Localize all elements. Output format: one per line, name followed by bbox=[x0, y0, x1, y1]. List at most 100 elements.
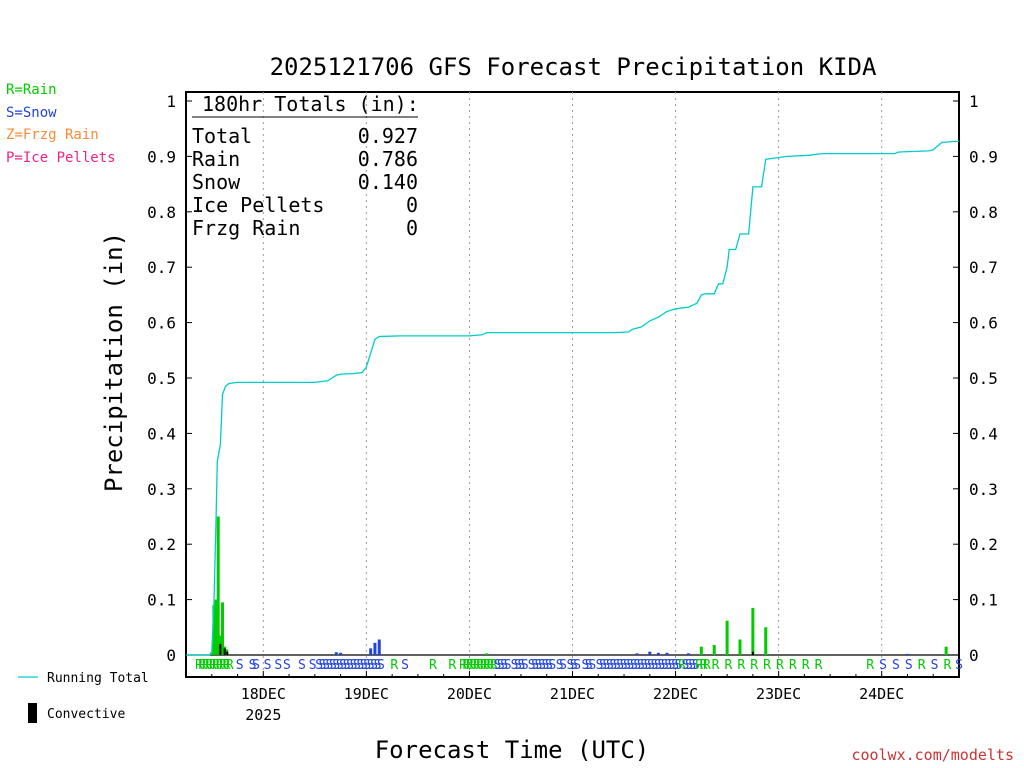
ptype-marker: R bbox=[695, 658, 703, 673]
ptype-marker: S bbox=[252, 658, 260, 673]
ptype-marker: S bbox=[644, 658, 652, 673]
ptype-marker: S bbox=[504, 658, 512, 673]
ptype-marker: S bbox=[620, 658, 628, 673]
ptype-marker: S bbox=[545, 658, 553, 673]
bar-rain bbox=[712, 645, 716, 655]
ptype-marker: R bbox=[789, 658, 797, 673]
bar-rain bbox=[216, 516, 220, 655]
ptype-marker: S bbox=[599, 658, 607, 673]
ptype-marker: S bbox=[664, 658, 672, 673]
bar-convective bbox=[226, 651, 229, 655]
ptype-marker: S bbox=[879, 658, 887, 673]
ptype-marker: S bbox=[326, 658, 334, 673]
y-tick-label-right: 0.1 bbox=[969, 591, 998, 610]
ptype-marker: S bbox=[374, 658, 382, 673]
ptype-marker: R bbox=[487, 658, 495, 673]
totals-label: Frzg Rain bbox=[192, 216, 300, 240]
ptype-marker: S bbox=[613, 658, 621, 673]
ptype-marker: S bbox=[616, 658, 624, 673]
bar-convective bbox=[223, 648, 226, 655]
ptype-marker: R bbox=[205, 658, 213, 673]
chart-title: 2025121706 GFS Forecast Precipitation KI… bbox=[270, 53, 877, 81]
bar-snow bbox=[665, 652, 669, 655]
legend-convective-label: Convective bbox=[47, 707, 125, 722]
ptype-marker: R bbox=[466, 658, 474, 673]
ptype-marker: S bbox=[353, 658, 361, 673]
bar-rain bbox=[699, 646, 703, 655]
x-tick-label: 24DEC bbox=[859, 685, 904, 703]
x-tick-sublabel: 2025 bbox=[245, 706, 281, 724]
ptype-marker: S bbox=[542, 658, 550, 673]
ptype-marker: S bbox=[500, 658, 508, 673]
y-tick-label-left: 0.2 bbox=[147, 535, 176, 554]
totals-value: 0 bbox=[406, 193, 418, 217]
ptype-marker: S bbox=[661, 658, 669, 673]
ptype-marker: R bbox=[483, 658, 491, 673]
ptype-marker: S bbox=[528, 658, 536, 673]
ptype-marker: S bbox=[514, 658, 522, 673]
y-tick-label-right: 0.7 bbox=[969, 258, 998, 277]
ptype-marker: S bbox=[336, 658, 344, 673]
ptype-marker: R bbox=[195, 658, 203, 673]
ptype-marker: S bbox=[511, 658, 519, 673]
bar-rain bbox=[751, 607, 755, 655]
x-tick-label: 18DEC bbox=[241, 685, 286, 703]
ptype-marker: R bbox=[802, 658, 810, 673]
bar-snow bbox=[656, 652, 660, 655]
bar-rain bbox=[738, 639, 742, 655]
ptype-marker: S bbox=[573, 658, 581, 673]
ptype-marker: S bbox=[401, 658, 409, 673]
x-tick-label: 23DEC bbox=[756, 685, 801, 703]
bar-snow bbox=[635, 653, 639, 655]
y-tick-label-left: 0.9 bbox=[147, 147, 176, 166]
y-tick-label-right: 0 bbox=[969, 646, 979, 665]
ptype-marker: S bbox=[588, 658, 596, 673]
ptype-marker: R bbox=[216, 658, 224, 673]
ptype-marker: S bbox=[274, 658, 282, 673]
ptype-marker: R bbox=[763, 658, 771, 673]
ptype-marker: S bbox=[692, 658, 700, 673]
ptype-marker: S bbox=[339, 658, 347, 673]
ptype-marker: S bbox=[603, 658, 611, 673]
ptype-marker: S bbox=[283, 658, 291, 673]
legend-ice-pellets: P=Ice Pellets bbox=[6, 150, 116, 166]
ptype-marker: R bbox=[712, 658, 720, 673]
totals-header: 180hr Totals (in): bbox=[202, 92, 419, 116]
running-total-line bbox=[186, 140, 959, 656]
ptype-marker: R bbox=[463, 658, 471, 673]
y-tick-label-right: 0.6 bbox=[969, 314, 998, 333]
ptype-marker: S bbox=[236, 658, 244, 673]
ptype-marker: S bbox=[640, 658, 648, 673]
y-tick-label-left: 0.5 bbox=[147, 369, 176, 388]
x-tick-label: 19DEC bbox=[344, 685, 389, 703]
bar-snow bbox=[373, 642, 377, 655]
ptype-marker: R bbox=[700, 658, 708, 673]
legend-frzg-rain: Z=Frzg Rain bbox=[6, 127, 99, 143]
ptype-marker: S bbox=[633, 658, 641, 673]
ptype-marker: R bbox=[390, 658, 398, 673]
bar-rain bbox=[210, 652, 214, 655]
y-tick-label-left: 0.7 bbox=[147, 258, 176, 277]
bar-snow bbox=[334, 652, 338, 655]
x-tick-label: 20DEC bbox=[447, 685, 492, 703]
bar-rain bbox=[214, 599, 218, 655]
bar-rain bbox=[764, 627, 768, 655]
ptype-marker: S bbox=[332, 658, 340, 673]
ptype-marker: S bbox=[309, 658, 317, 673]
credit-label: coolwx.com/modelts bbox=[851, 746, 1014, 764]
ptype-marker: R bbox=[480, 658, 488, 673]
y-tick-label-left: 0.8 bbox=[147, 203, 176, 222]
ptype-marker: S bbox=[623, 658, 631, 673]
y-axis-label: Precipitation (in) bbox=[100, 232, 128, 492]
bar-snow bbox=[377, 639, 381, 655]
ptype-marker: S bbox=[343, 658, 351, 673]
y-tick-label-left: 0.6 bbox=[147, 314, 176, 333]
ptype-marker: S bbox=[682, 658, 690, 673]
legend-rain: R=Rain bbox=[6, 82, 57, 98]
bar-rain bbox=[725, 620, 729, 655]
bar-snow bbox=[339, 652, 343, 655]
ptype-marker: S bbox=[654, 658, 662, 673]
ptype-marker: S bbox=[497, 658, 505, 673]
bar-rain bbox=[212, 605, 216, 655]
y-tick-label-left: 0.3 bbox=[147, 480, 176, 499]
